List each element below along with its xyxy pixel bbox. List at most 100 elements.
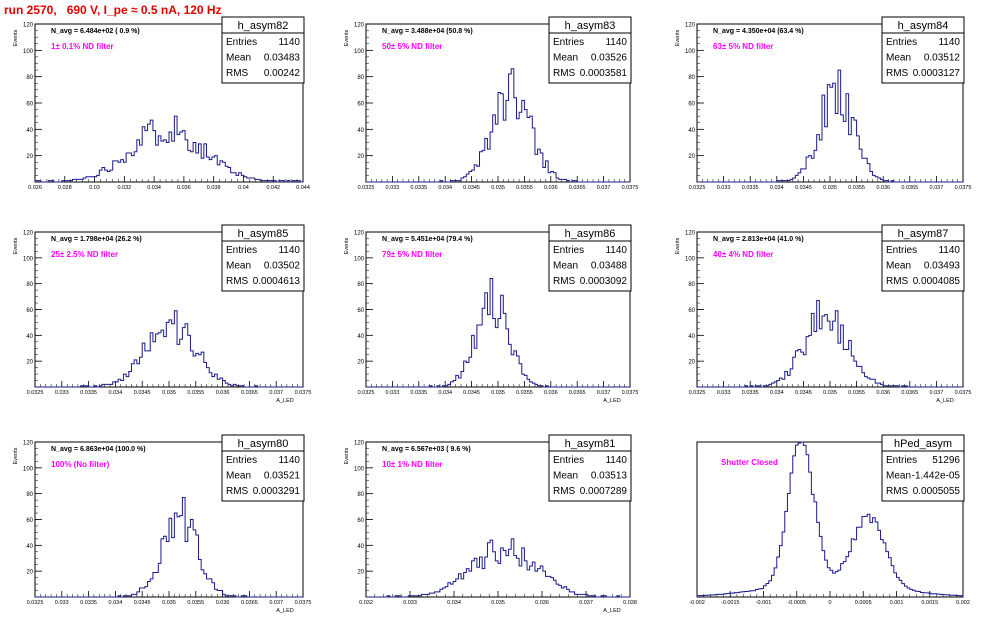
y-tick-label: 120 — [685, 231, 696, 237]
x-tick-label: 0.0355 — [516, 390, 533, 396]
y-tick-label: 100 — [685, 49, 696, 55]
x-tick-label: 0.0345 — [795, 185, 812, 191]
stats-label: RMS — [886, 68, 909, 79]
stats-label: Mean — [886, 53, 911, 64]
stats-label: Entries — [886, 37, 917, 48]
run-title: run 2570, 690 V, I_pe ≈ 0.5 nA, 120 Hz — [4, 3, 222, 17]
y-tick-label: 40 — [688, 334, 695, 340]
x-tick-label: 0.034 — [770, 390, 784, 396]
y-tick-label: 20 — [357, 154, 364, 160]
x-tick-label: 0.036 — [876, 185, 890, 191]
stats-value: 1140 — [938, 37, 960, 48]
x-tick-label: 0.042 — [266, 185, 280, 191]
histogram-name: hPed_asym — [894, 438, 952, 450]
x-tick-label: 0.036 — [216, 600, 230, 606]
x-tick-label: 0.035 — [162, 390, 176, 396]
histogram-panel-h_asym85: 20 40 60 80 100 120 0.0325 0.033 0.0335 0.034 0.03… — [13, 224, 311, 404]
y-tick-label: 80 — [688, 75, 695, 81]
x-tick-label: 0.0335 — [742, 185, 759, 191]
x-tick-label: 0.034 — [447, 600, 461, 606]
stats-box: h_asym84 Entries 1140 Mean 0.03512 RMS 0.00031… — [881, 16, 965, 84]
x-tick-label: 0.028 — [58, 185, 72, 191]
x-tick-label: 0.026 — [28, 185, 42, 191]
y-tick-label: 100 — [685, 256, 696, 262]
y-tick-label: 100 — [354, 49, 365, 55]
x-tick-label: 0.0355 — [516, 185, 533, 191]
y-axis-title: Events — [13, 237, 19, 254]
stats-label: Mean — [553, 471, 578, 482]
filter-annotation: Shutter Closed — [721, 458, 778, 467]
y-tick-label: 80 — [357, 282, 364, 288]
y-tick-label: 100 — [354, 256, 365, 262]
x-tick-label: 0.036 — [544, 185, 558, 191]
x-tick-label: 0.0345 — [134, 390, 151, 396]
x-tick-label: 0.035 — [491, 185, 505, 191]
stats-box-frame — [881, 434, 965, 502]
y-tick-label: 40 — [26, 544, 33, 550]
stats-label: Entries — [886, 455, 917, 466]
stats-value: 0.0003581 — [580, 68, 628, 79]
filter-annotation: 1± 0.1% ND filter — [51, 42, 114, 51]
x-tick-label: 0.0325 — [27, 600, 44, 606]
y-axis-title: Events — [675, 237, 681, 254]
x-tick-label: 0.033 — [55, 600, 69, 606]
stats-box: h_asym81 Entries 1140 Mean 0.03513 RMS 0.00072… — [548, 434, 632, 502]
stats-label: Entries — [553, 245, 584, 256]
x-tick-label: -0.0015 — [721, 600, 740, 606]
stats-value: 0.03512 — [924, 53, 961, 64]
y-tick-label: 60 — [26, 308, 33, 314]
histogram-name: h_asym86 — [565, 228, 616, 240]
x-tick-label: 0.0325 — [27, 390, 44, 396]
stats-box-frame — [221, 16, 305, 84]
x-tick-label: -0.002 — [689, 600, 705, 606]
y-tick-label: 20 — [26, 154, 33, 160]
y-axis-title: Events — [344, 237, 350, 254]
stats-value: 0.03493 — [924, 261, 961, 272]
stats-value: 0.03483 — [264, 53, 301, 64]
stats-box-frame — [548, 224, 632, 292]
y-tick-label: 120 — [23, 23, 34, 29]
x-tick-label: 0.0375 — [295, 600, 312, 606]
stats-label: RMS — [553, 276, 576, 287]
x-tick-label: 0.037 — [579, 600, 593, 606]
x-tick-label: 0.037 — [269, 390, 283, 396]
y-tick-label: 60 — [26, 518, 33, 524]
x-tick-label: 0.0365 — [901, 390, 918, 396]
stats-box: h_asym82 Entries 1140 Mean 0.03483 RMS 0.00242 — [221, 16, 305, 84]
y-tick-label: 20 — [26, 570, 33, 576]
histogram-series — [696, 441, 964, 597]
stats-label: Mean — [226, 53, 251, 64]
x-tick-label: 0.033 — [55, 390, 69, 396]
histogram-name: h_asym82 — [238, 20, 289, 32]
stats-label: Mean — [553, 261, 578, 272]
stats-box-frame — [548, 16, 632, 84]
x-tick-label: 0.0365 — [901, 185, 918, 191]
x-tick-label: 0.033 — [386, 185, 400, 191]
stats-label: RMS — [886, 276, 909, 287]
filter-annotation: 10± 1% ND filter — [382, 460, 442, 469]
stats-value: -1.442e-05 — [912, 471, 961, 482]
y-tick-label: 120 — [23, 441, 34, 447]
x-tick-label: 0.034 — [770, 185, 784, 191]
x-axis-title: A_LED — [603, 398, 620, 404]
y-tick-label: 20 — [688, 360, 695, 366]
x-tick-label: 0.0325 — [358, 390, 375, 396]
stats-label: RMS — [226, 486, 249, 497]
stats-label: Entries — [886, 245, 917, 256]
x-tick-label: 0.0375 — [955, 185, 972, 191]
x-tick-label: 0.0365 — [569, 185, 586, 191]
histogram-name: h_asym84 — [898, 20, 949, 32]
x-tick-label: 0.037 — [597, 185, 611, 191]
x-tick-label: 0.037 — [597, 390, 611, 396]
x-tick-label: 0.04 — [238, 185, 249, 191]
x-tick-label: 0.035 — [162, 600, 176, 606]
x-tick-label: 0.036 — [544, 390, 558, 396]
y-tick-label: 60 — [357, 518, 364, 524]
y-tick-label: 20 — [26, 360, 33, 366]
histogram-panel-h_asym80: 20 40 60 80 100 120 0.0325 0.033 0.0335 0.034 0.03… — [13, 434, 312, 614]
stats-value: 1140 — [278, 37, 300, 48]
y-tick-label: 100 — [23, 256, 34, 262]
x-tick-label: 0.037 — [930, 390, 944, 396]
x-tick-label: 0.034 — [109, 600, 123, 606]
stats-label: RMS — [226, 276, 249, 287]
